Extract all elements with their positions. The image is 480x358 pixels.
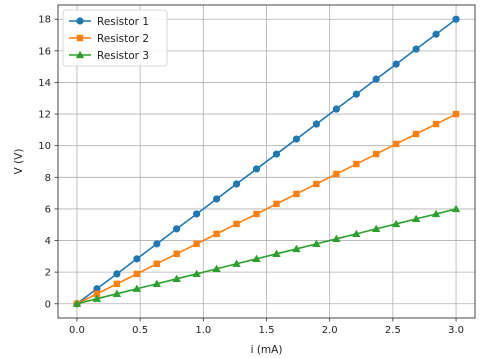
x-axis-label: i (mA) bbox=[251, 344, 283, 356]
y-tick-label: 4 bbox=[45, 236, 51, 247]
x-tick-label: 2.5 bbox=[385, 325, 401, 336]
data-point bbox=[451, 204, 461, 213]
data-point bbox=[133, 270, 141, 278]
data-point bbox=[391, 219, 401, 228]
y-tick-label: 14 bbox=[38, 78, 51, 89]
data-point bbox=[72, 299, 82, 307]
data-point bbox=[452, 15, 460, 23]
data-point bbox=[152, 279, 162, 288]
y-tick-label: 10 bbox=[38, 141, 51, 152]
y-tick-label: 8 bbox=[45, 173, 51, 184]
y-tick-label: 12 bbox=[38, 110, 51, 121]
series-3 bbox=[72, 204, 461, 307]
y-tick-label: 0 bbox=[45, 299, 51, 310]
data-point bbox=[93, 290, 101, 298]
x-tick-label: 0.5 bbox=[132, 325, 148, 336]
legend-swatch-marker bbox=[76, 34, 84, 42]
data-point bbox=[431, 209, 441, 218]
series-1 bbox=[73, 15, 460, 308]
axis-ticks: 0.0 0.5 1.0 1.5 2.0 2.5 3.0 0 2 4 6 8 10 12 14 16 18 bbox=[38, 15, 464, 336]
data-point bbox=[133, 255, 141, 263]
data-point bbox=[293, 190, 300, 198]
series-line bbox=[76, 208, 457, 305]
data-point bbox=[312, 120, 321, 128]
data-point bbox=[272, 249, 281, 257]
data-point bbox=[272, 150, 281, 158]
legend-label: Resistor 1 bbox=[97, 16, 149, 28]
data-point bbox=[193, 210, 201, 218]
x-tick-label: 2.0 bbox=[322, 325, 338, 336]
plot-lines bbox=[72, 15, 461, 308]
legend-item: Resistor 2 bbox=[69, 33, 149, 45]
data-point bbox=[392, 60, 400, 68]
data-point bbox=[232, 180, 241, 188]
data-point bbox=[193, 240, 200, 248]
data-point bbox=[92, 294, 102, 302]
data-point bbox=[432, 120, 440, 128]
data-point bbox=[392, 140, 400, 148]
legend-label: Resistor 3 bbox=[97, 50, 149, 62]
data-point bbox=[233, 220, 240, 228]
legend-box bbox=[62, 9, 168, 67]
data-point bbox=[213, 230, 220, 238]
data-point bbox=[153, 240, 161, 248]
data-point bbox=[172, 274, 181, 282]
y-tick-label: 2 bbox=[45, 268, 51, 279]
data-point bbox=[292, 244, 301, 253]
y-tick-label: 16 bbox=[38, 46, 51, 57]
data-point bbox=[273, 200, 280, 208]
legend-item: Resistor 3 bbox=[69, 50, 149, 62]
data-point bbox=[371, 224, 381, 232]
data-point bbox=[253, 210, 260, 218]
x-tick-label: 1.0 bbox=[195, 325, 211, 336]
data-point bbox=[132, 284, 142, 292]
legend-swatch-marker bbox=[75, 50, 85, 59]
data-point bbox=[312, 239, 321, 248]
series-line bbox=[76, 18, 457, 305]
data-point bbox=[153, 260, 161, 267]
data-point bbox=[252, 254, 261, 263]
data-point bbox=[192, 269, 201, 278]
data-point bbox=[93, 285, 101, 293]
x-tick-label: 3.0 bbox=[448, 325, 464, 336]
data-point bbox=[113, 280, 121, 288]
legend-item: Resistor 1 bbox=[69, 16, 149, 28]
data-point bbox=[412, 130, 420, 138]
y-axis-label: V (V) bbox=[13, 149, 25, 175]
data-point bbox=[333, 170, 340, 178]
data-point bbox=[332, 105, 340, 113]
data-point bbox=[411, 214, 421, 223]
data-point bbox=[232, 259, 241, 267]
data-point bbox=[292, 135, 301, 143]
data-point bbox=[173, 225, 181, 233]
series-line bbox=[76, 113, 457, 305]
data-point bbox=[352, 90, 360, 98]
data-point bbox=[112, 289, 122, 297]
data-point bbox=[372, 150, 380, 158]
data-point bbox=[412, 45, 420, 53]
x-tick-label: 1.5 bbox=[259, 325, 275, 336]
legend-label: Resistor 2 bbox=[97, 33, 149, 45]
data-point bbox=[252, 165, 261, 173]
data-point bbox=[372, 75, 380, 83]
data-point bbox=[353, 160, 360, 168]
series-2 bbox=[73, 110, 460, 307]
x-tick-label: 0.0 bbox=[69, 325, 85, 336]
legend: Resistor 1 Resistor 2 Resistor 3 bbox=[62, 9, 168, 67]
data-point bbox=[352, 229, 361, 238]
y-tick-label: 6 bbox=[45, 204, 51, 215]
data-point bbox=[452, 110, 460, 118]
data-point bbox=[212, 195, 221, 203]
data-point bbox=[173, 250, 180, 258]
data-point bbox=[113, 270, 121, 278]
y-tick-label: 18 bbox=[38, 15, 51, 26]
data-point bbox=[212, 264, 221, 272]
legend-swatch-marker bbox=[76, 17, 84, 25]
data-point bbox=[332, 234, 341, 242]
data-point bbox=[313, 180, 320, 188]
data-point bbox=[432, 30, 440, 38]
